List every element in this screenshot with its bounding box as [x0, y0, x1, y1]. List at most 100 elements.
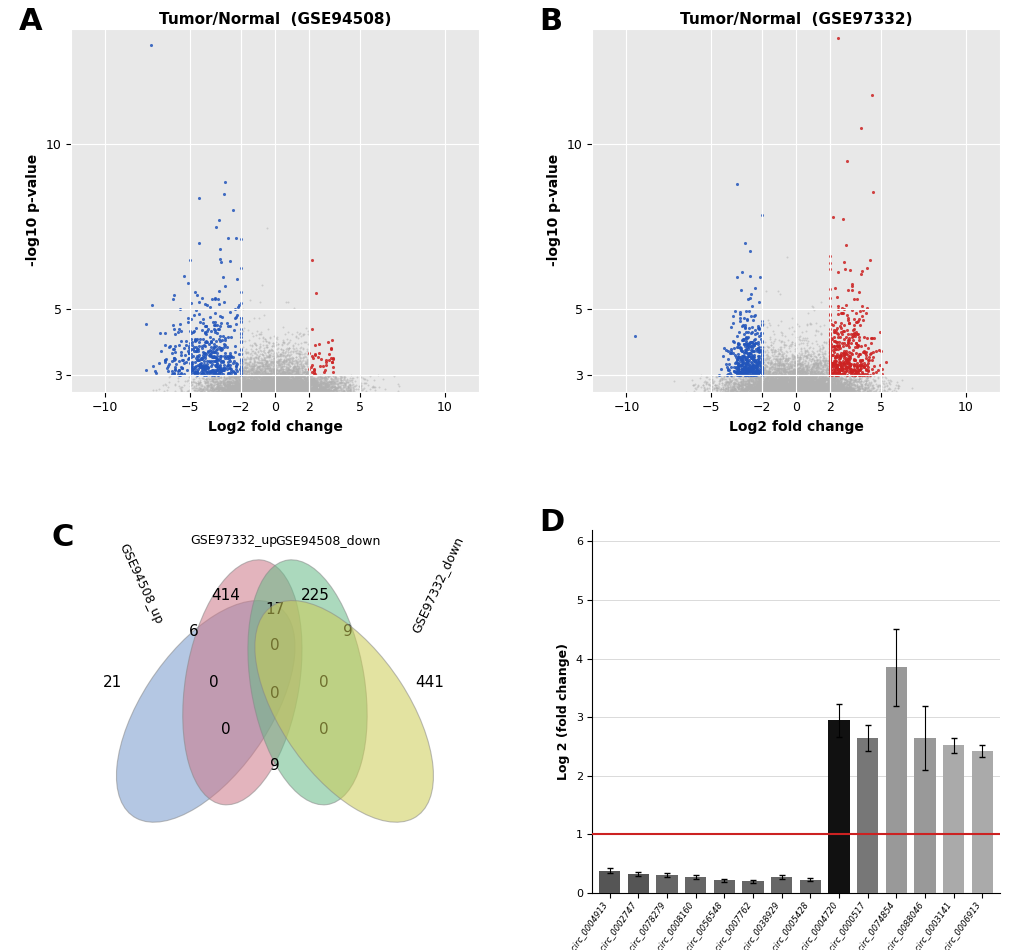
Point	[311, 380, 327, 395]
Point	[832, 383, 848, 398]
Point	[828, 373, 845, 389]
Point	[262, 347, 278, 362]
Point	[777, 382, 794, 397]
Point	[805, 371, 821, 387]
Point	[792, 378, 808, 393]
Point	[788, 369, 804, 384]
Point	[273, 376, 289, 391]
Point	[356, 371, 372, 387]
Point	[845, 382, 861, 397]
Point	[777, 381, 794, 396]
Point	[773, 376, 790, 391]
Point	[826, 379, 843, 394]
Point	[297, 380, 313, 395]
Point	[785, 377, 801, 392]
Point	[312, 370, 328, 385]
Point	[759, 376, 775, 391]
Point	[804, 381, 820, 396]
Point	[229, 383, 246, 398]
Point	[254, 379, 270, 394]
Point	[798, 363, 814, 378]
Point	[247, 384, 263, 399]
Point	[752, 332, 768, 347]
Point	[268, 377, 284, 392]
Point	[842, 383, 858, 398]
Point	[813, 367, 829, 382]
Point	[265, 384, 281, 399]
Point	[794, 369, 810, 384]
Point	[817, 369, 834, 384]
Point	[276, 366, 292, 381]
Point	[246, 359, 262, 374]
Point	[814, 362, 830, 377]
Point	[760, 368, 776, 383]
Point	[808, 383, 824, 398]
Point	[794, 371, 810, 387]
Point	[277, 381, 293, 396]
Point	[770, 345, 787, 360]
Point	[777, 379, 794, 394]
Point	[156, 352, 172, 368]
Point	[737, 382, 753, 397]
Point	[309, 379, 325, 394]
Point	[796, 382, 812, 397]
Point	[798, 372, 814, 388]
Point	[821, 370, 838, 385]
Point	[209, 325, 225, 340]
Point	[270, 383, 286, 398]
Point	[310, 374, 326, 390]
Point	[229, 377, 246, 392]
Point	[767, 368, 784, 383]
Point	[246, 371, 262, 387]
Point	[784, 383, 800, 398]
Point	[245, 350, 261, 365]
Point	[252, 383, 268, 398]
Point	[788, 379, 804, 394]
Point	[215, 371, 231, 387]
Point	[262, 376, 278, 391]
Point	[260, 381, 276, 396]
Point	[768, 352, 785, 368]
Point	[762, 383, 779, 398]
Point	[214, 382, 230, 397]
Point	[249, 375, 265, 390]
Point	[218, 378, 234, 393]
Point	[771, 352, 788, 367]
Point	[244, 379, 260, 394]
Point	[232, 371, 249, 387]
Point	[232, 341, 249, 356]
Point	[220, 366, 236, 381]
Point	[256, 375, 272, 390]
Point	[825, 375, 842, 390]
Point	[826, 369, 843, 384]
Point	[795, 381, 811, 396]
Point	[808, 373, 824, 389]
Point	[780, 351, 796, 366]
Point	[810, 368, 826, 383]
Point	[257, 381, 273, 396]
Point	[783, 378, 799, 393]
Point	[243, 383, 259, 398]
Point	[210, 375, 226, 390]
Point	[237, 381, 254, 396]
Point	[802, 366, 818, 381]
Point	[802, 383, 818, 398]
Point	[702, 374, 718, 390]
Point	[320, 374, 336, 390]
Point	[797, 370, 813, 385]
Point	[270, 364, 286, 379]
Point	[208, 348, 224, 363]
Point	[302, 377, 318, 392]
Point	[285, 376, 302, 391]
Point	[736, 345, 752, 360]
Point	[238, 382, 255, 397]
Point	[248, 337, 264, 352]
Point	[777, 351, 794, 366]
Point	[773, 382, 790, 397]
Point	[269, 380, 285, 395]
Point	[814, 367, 830, 382]
Point	[828, 377, 845, 392]
Point	[820, 354, 837, 370]
Point	[723, 375, 740, 390]
Point	[258, 383, 274, 398]
